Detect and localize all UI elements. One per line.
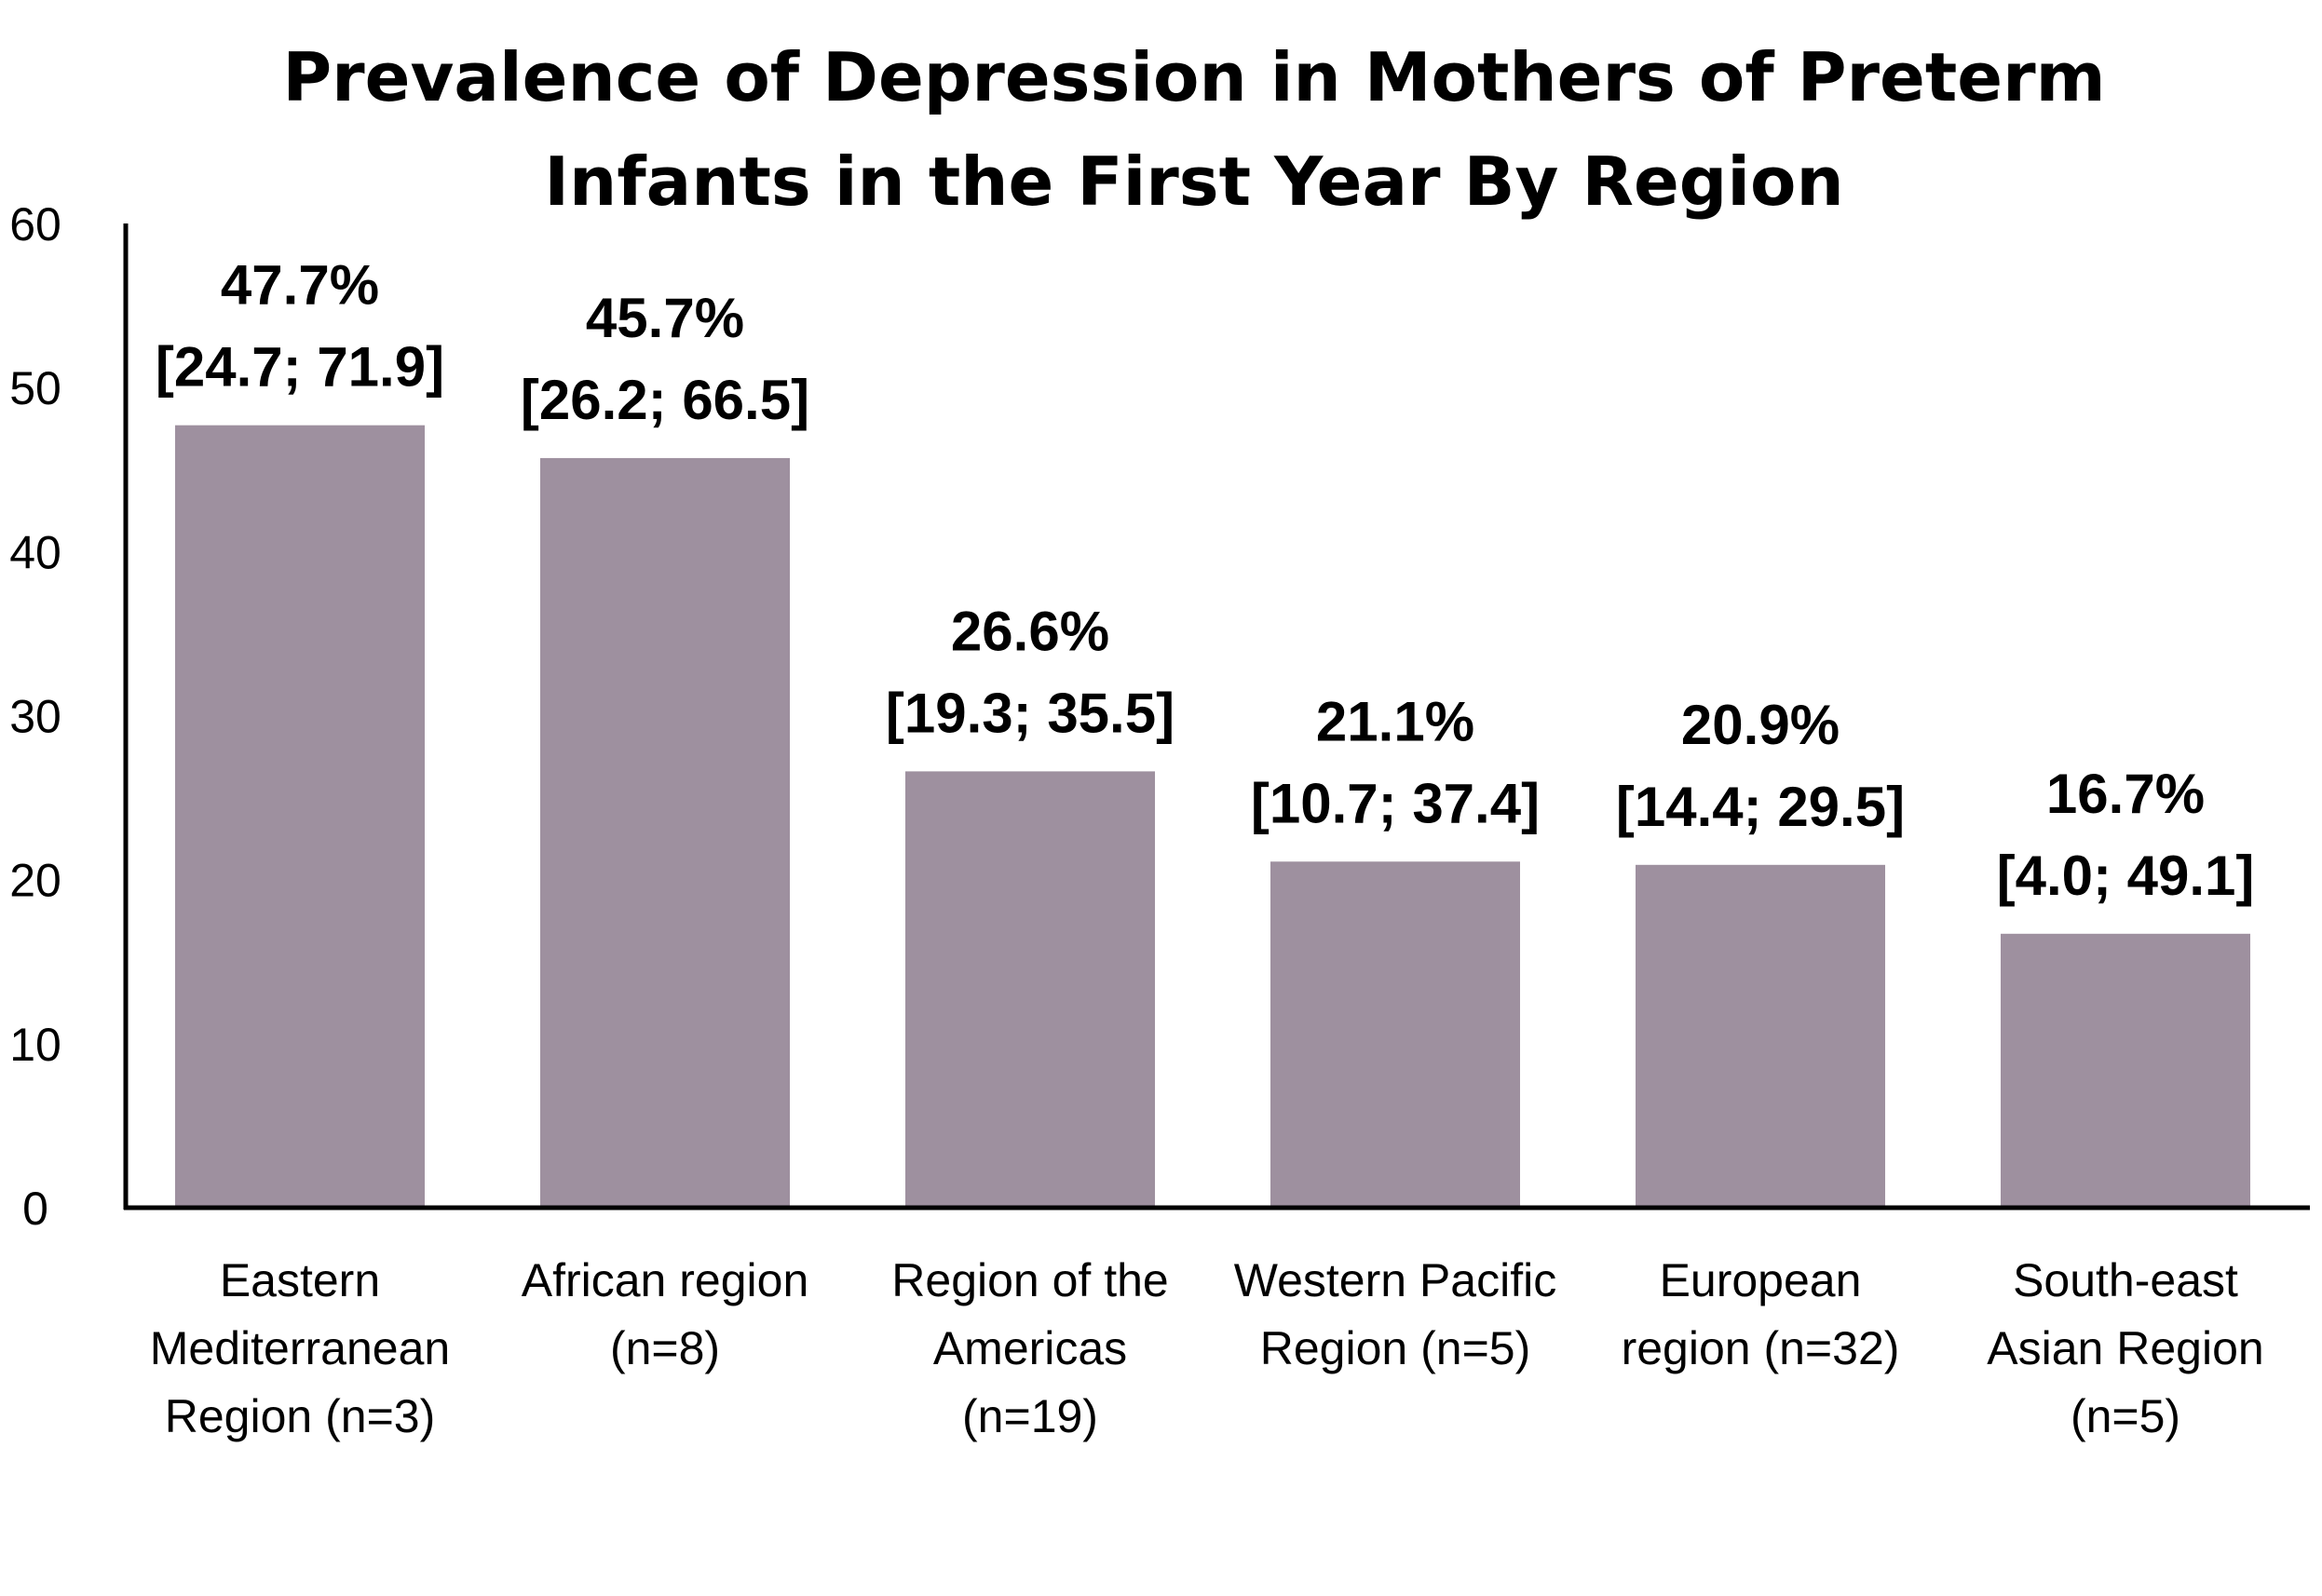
bar-value-label: 26.6% bbox=[951, 600, 1109, 662]
bars bbox=[175, 425, 2250, 1208]
x-category-label: South-east bbox=[2013, 1254, 2238, 1306]
chart-title-line: Prevalence of Depression in Mothers of P… bbox=[282, 38, 2105, 116]
bar-value-label: 21.1% bbox=[1316, 690, 1474, 752]
y-tick-label: 0 bbox=[22, 1183, 48, 1235]
x-category-label: (n=8) bbox=[610, 1322, 720, 1374]
x-category-label: Region (n=5) bbox=[1260, 1322, 1530, 1374]
bar bbox=[540, 457, 790, 1208]
y-tick-label: 30 bbox=[9, 691, 61, 743]
x-category-label: African region bbox=[522, 1254, 809, 1306]
y-tick-label: 40 bbox=[9, 526, 61, 578]
y-tick-label: 20 bbox=[9, 855, 61, 907]
x-axis-categories: Eastern Mediterranean Region (n=3) African … bbox=[150, 1254, 2264, 1442]
y-tick-label: 10 bbox=[9, 1019, 61, 1071]
x-category-label: Asian Region bbox=[1987, 1322, 2263, 1374]
bar-value-label: 16.7% bbox=[2046, 763, 2205, 825]
bar-ci-label: [24.7; 71.9] bbox=[156, 336, 444, 399]
bar bbox=[1636, 864, 1885, 1208]
bar bbox=[905, 771, 1155, 1208]
y-axis-ticks: 0 10 20 30 40 50 60 bbox=[9, 198, 61, 1235]
chart-title: Prevalence of Depression in Mothers of P… bbox=[282, 38, 2105, 221]
x-category-label: (n=5) bbox=[2071, 1390, 2180, 1442]
x-category-label: Region of the bbox=[891, 1254, 1168, 1306]
x-category-label: (n=19) bbox=[962, 1390, 1098, 1442]
y-tick-label: 50 bbox=[9, 362, 61, 414]
data-labels: 47.7% [24.7; 71.9] 45.7% [26.2; 66.5] 26.6% [… bbox=[156, 254, 2254, 907]
x-category-label: Eastern bbox=[220, 1254, 380, 1306]
bar bbox=[1270, 861, 1520, 1208]
x-category-label: Americas bbox=[933, 1322, 1127, 1374]
y-tick-label: 60 bbox=[9, 198, 61, 250]
axes bbox=[123, 223, 2310, 1211]
x-category-label: European bbox=[1660, 1254, 1862, 1306]
bar-ci-label: [26.2; 66.5] bbox=[521, 369, 809, 431]
bar bbox=[175, 425, 425, 1208]
x-category-label: Western Pacific bbox=[1234, 1254, 1556, 1306]
bar-ci-label: [19.3; 35.5] bbox=[886, 682, 1175, 744]
bar-ci-label: [10.7; 37.4] bbox=[1251, 772, 1540, 834]
bar-ci-label: [4.0; 49.1] bbox=[1997, 845, 2255, 907]
bar-ci-label: [14.4; 29.5] bbox=[1616, 776, 1905, 838]
bar bbox=[2001, 933, 2250, 1208]
x-category-label: Region (n=3) bbox=[165, 1390, 435, 1442]
x-category-label: Mediterranean bbox=[150, 1322, 450, 1374]
bar-value-label: 20.9% bbox=[1681, 694, 1840, 756]
x-category-label: region (n=32) bbox=[1622, 1322, 1900, 1374]
bar-value-label: 47.7% bbox=[221, 254, 379, 317]
chart-title-line: Infants in the First Year By Region bbox=[544, 142, 1843, 221]
bar-value-label: 45.7% bbox=[586, 287, 744, 349]
